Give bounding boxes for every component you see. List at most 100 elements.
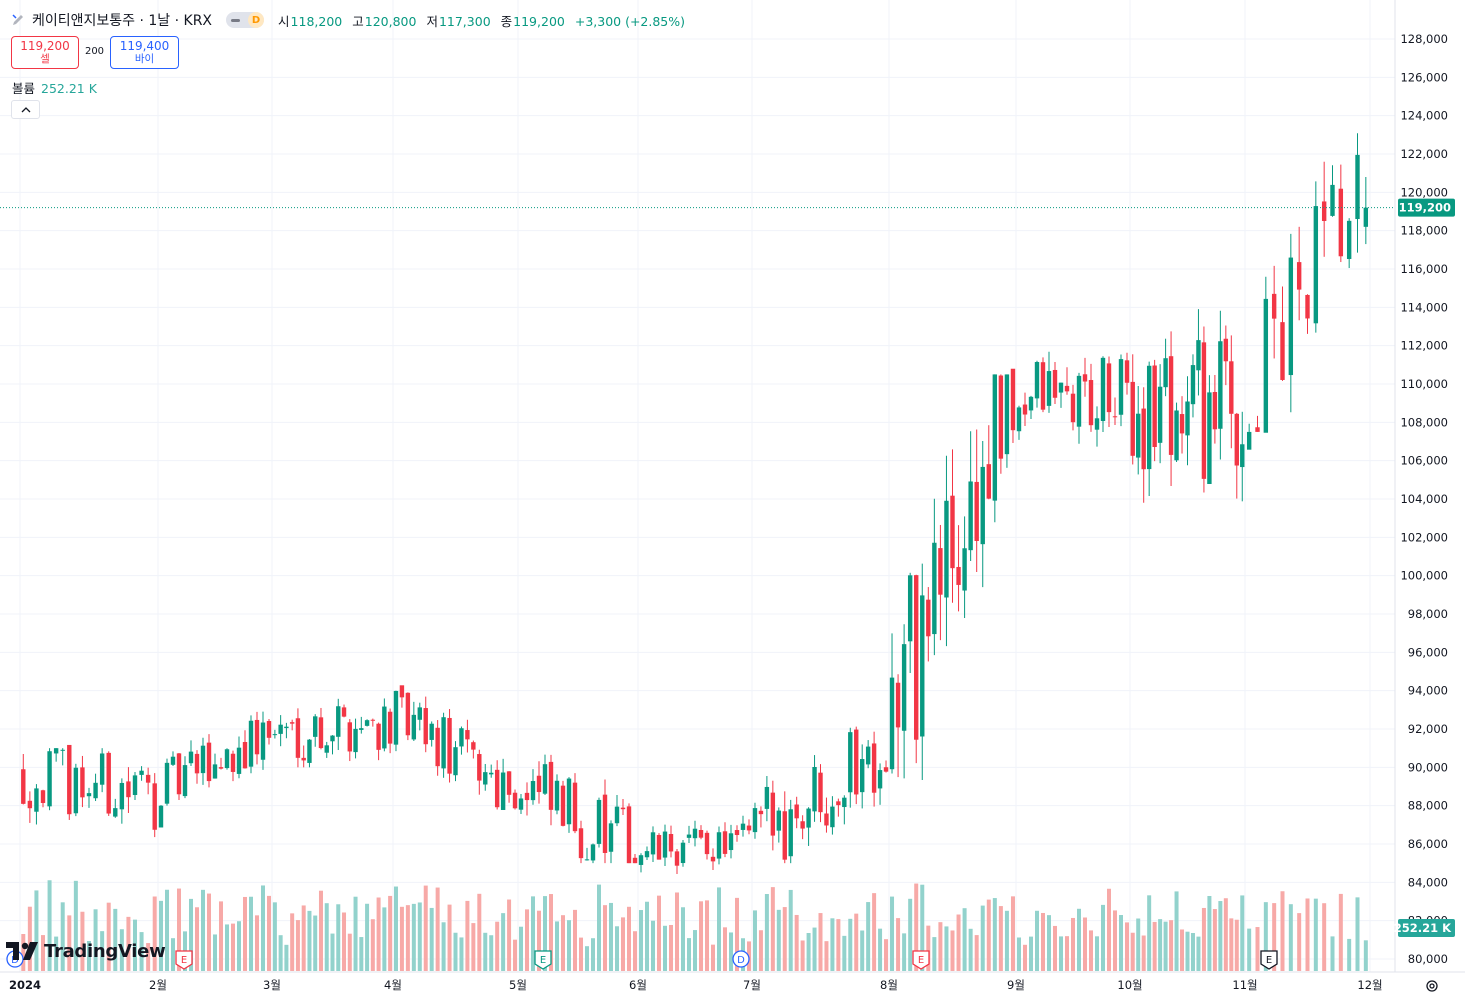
candle-body — [206, 742, 212, 782]
volume-bar — [519, 926, 523, 971]
volume-bar — [501, 913, 506, 971]
candle-body — [1271, 293, 1277, 319]
volume-bar — [405, 905, 410, 971]
volume-bar — [507, 899, 512, 971]
candle-body — [1185, 401, 1190, 436]
candle-body — [686, 834, 692, 838]
candle-body — [1321, 201, 1327, 221]
candle-body — [278, 724, 283, 734]
volume-bar — [1089, 930, 1093, 971]
volume-bar — [106, 902, 111, 971]
volume-bar — [119, 929, 124, 971]
candle-body — [572, 782, 578, 832]
volume-bar — [1158, 919, 1163, 971]
price-tick-label: 108,000 — [1400, 415, 1448, 429]
session-toggle[interactable]: D — [226, 12, 265, 28]
candle-body — [632, 857, 638, 864]
candle-body — [980, 466, 985, 545]
volume-bar — [1363, 940, 1368, 971]
candle-body — [441, 717, 446, 769]
collapse-legend-button[interactable] — [11, 100, 40, 119]
candle-body — [956, 566, 961, 585]
volume-bar — [579, 937, 583, 971]
volume-bar — [447, 904, 452, 971]
volume-bar — [195, 907, 199, 971]
volume-bar — [573, 909, 577, 971]
buy-button[interactable]: 119,400 바이 — [110, 36, 179, 69]
candle-body — [353, 728, 358, 753]
candle-body — [1022, 404, 1028, 415]
candle-body — [1052, 369, 1058, 398]
volume-bar — [1313, 898, 1318, 971]
volume-bar — [1247, 928, 1252, 971]
volume-bar — [489, 935, 494, 971]
candle-body — [459, 728, 464, 747]
sell-button[interactable]: 119,200 셀 — [11, 36, 79, 69]
candle-body — [506, 771, 512, 795]
candle-body — [1255, 427, 1260, 432]
volume-bar — [1255, 927, 1260, 971]
volume-bar — [669, 924, 673, 971]
volume-bar — [382, 907, 387, 971]
volume-bar — [609, 902, 613, 971]
volume-bar — [1174, 891, 1179, 971]
dividend-marker — [732, 950, 750, 968]
earnings-marker-text: E — [540, 955, 546, 966]
candle-body — [692, 828, 698, 839]
candle-body — [119, 782, 125, 810]
volume-bar — [717, 887, 721, 971]
pencil-icon[interactable] — [10, 12, 26, 28]
symbol-title[interactable]: 케이티앤지보통주 · 1날 · KRX — [32, 13, 213, 29]
volume-bar — [1212, 909, 1217, 971]
volume-bar — [237, 921, 241, 971]
candle-body — [518, 798, 524, 810]
volume-bar — [920, 884, 925, 971]
candle-body — [1094, 418, 1100, 430]
candle-body — [704, 832, 710, 855]
candle-body — [106, 752, 111, 814]
time-tick-label: 11월 — [1232, 978, 1257, 992]
volume-bar — [1077, 908, 1081, 971]
volume-bar — [627, 906, 631, 971]
price-tick-label: 88,000 — [1408, 799, 1448, 813]
earnings-marker — [1260, 950, 1278, 970]
candle-body — [1338, 188, 1344, 257]
candle-body — [1263, 298, 1269, 433]
volume-bar — [1218, 901, 1223, 971]
candle-body — [1141, 408, 1146, 470]
candle-body — [364, 720, 370, 726]
chevron-up-icon — [21, 106, 30, 112]
volume-bar — [1083, 917, 1087, 971]
candle-body — [1064, 385, 1070, 392]
volume-bar — [806, 933, 811, 971]
close-value: 119,200 — [513, 13, 565, 29]
candle-body — [968, 481, 973, 551]
chart-settings-button[interactable] — [1420, 976, 1444, 996]
tradingview-watermark[interactable]: TradingView — [6, 936, 166, 966]
volume-bar — [782, 907, 787, 971]
candle-body — [1363, 207, 1369, 227]
time-tick-label: 10월 — [1117, 978, 1142, 992]
candle-body — [284, 726, 289, 729]
candle-body — [27, 800, 33, 809]
volume-bar — [818, 913, 823, 971]
volume-bar — [278, 935, 283, 971]
volume-bar — [267, 895, 271, 971]
candle-body — [21, 769, 26, 804]
candle-body — [1124, 360, 1130, 383]
volume-bar — [21, 933, 26, 971]
volume-bar — [1347, 938, 1352, 971]
price-tick-label: 104,000 — [1400, 492, 1448, 506]
candle-body — [86, 793, 92, 797]
volume-bar — [1147, 895, 1152, 971]
candle-body — [453, 747, 458, 776]
time-tick-label: 8월 — [880, 978, 898, 992]
volume-bar — [938, 922, 943, 971]
time-tick-label: 4월 — [384, 978, 402, 992]
volume-bar — [342, 912, 347, 971]
candle-body — [830, 806, 835, 828]
volume-bar — [1163, 921, 1168, 971]
volume-bar — [67, 915, 72, 971]
